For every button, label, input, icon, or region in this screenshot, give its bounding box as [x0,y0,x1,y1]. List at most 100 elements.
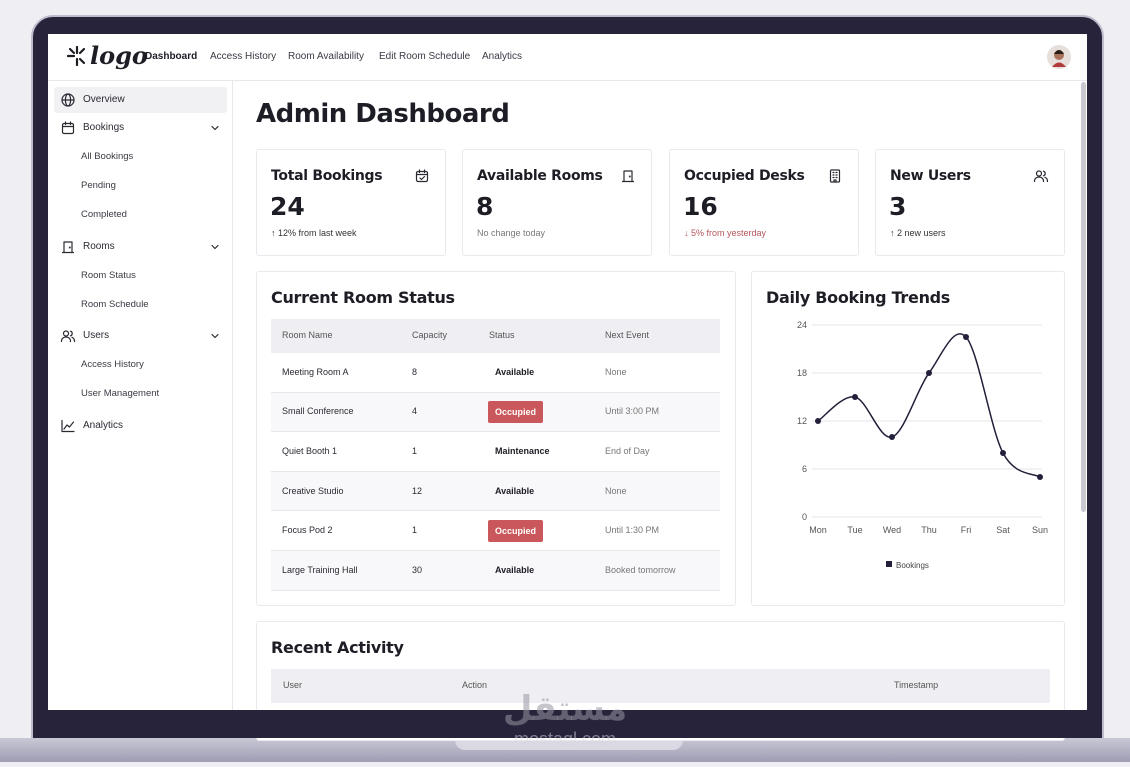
avatar[interactable] [1047,45,1071,69]
status-text: Available [495,485,535,496]
column-header: User [283,680,303,690]
y-tick-label: 12 [797,416,807,426]
sidebar-subitem[interactable]: All Bookings [81,151,134,162]
table-cell: Booked tomorrow [605,564,676,575]
table-header-bg [271,319,720,353]
stat-card [669,149,859,256]
x-tick-label: Fri [961,525,972,535]
column-header: Capacity [412,330,448,340]
sidebar-subitem[interactable]: Pending [81,180,116,191]
data-point [889,434,895,440]
status-text: Available [495,366,535,377]
chart: 0 6 12 18 24 Mon Tue Wed Thu Fri Sat Sun Bookings [797,320,1048,570]
x-tick-label: Sat [996,525,1010,535]
table-cell: 12 [412,485,423,496]
data-point [1037,474,1043,480]
sidebar-item[interactable]: Overview [83,94,125,105]
stat-icon [415,169,429,183]
data-point [815,418,821,424]
table-cell: Focus Pod 2 [282,525,333,536]
nav-item[interactable]: Dashboard [145,51,198,62]
watermark-latin: mostaql.com [513,729,617,749]
scrollbar-thumb [1081,82,1086,512]
sidebar-subitem[interactable]: Completed [81,209,127,220]
y-tick-label: 24 [797,320,807,330]
table-cell: None [605,366,627,377]
chart-panel [751,271,1065,606]
stat-card [462,149,652,256]
table-cell: End of Day [605,446,650,456]
legend-label: Bookings [896,561,929,570]
nav-item[interactable]: Room Availability [288,51,364,62]
stat-note: ↑ 12% from last week [271,228,357,238]
sidebar-border [232,81,233,710]
column-header: Room Name [282,330,333,340]
sidebar-item[interactable]: Rooms [83,241,115,252]
status-badge: Occupied [488,401,544,424]
nav-item[interactable]: Access History [210,51,277,62]
stat-title: New Users [890,168,971,184]
table-cell: 1 [412,446,418,456]
column-header: Timestamp [894,680,939,690]
table-cell: Large Training Hall [282,564,358,575]
status-text: Available [495,564,535,575]
table-cell: 30 [412,564,423,575]
chart-title: Daily Booking Trends [766,288,951,307]
table-cell: Small Conference [282,406,354,417]
table-cell: 4 [412,406,418,417]
data-point [926,370,932,376]
logo-mark [66,45,86,67]
table-cell: 1 [412,525,418,536]
table-cell: Quiet Booth 1 [282,446,338,456]
table-row [271,353,720,393]
x-tick-label: Thu [921,525,937,535]
legend-swatch [886,561,892,567]
table-header-bg [271,669,1050,703]
y-tick-label: 0 [802,512,807,522]
sidebar-active-bg [54,87,227,113]
y-tick-label: 18 [797,368,807,378]
sidebar-icon [60,330,76,343]
sidebar-subitem[interactable]: User Management [81,388,160,399]
table-cell: 8 [412,366,418,377]
table-row [271,551,720,591]
stat-value: 8 [476,192,494,221]
status-badge: Occupied [488,520,544,543]
nav-item[interactable]: Edit Room Schedule [379,51,471,62]
column-header: Status [489,330,515,340]
stat-value: 3 [889,192,907,221]
watermark-arabic: مستقل [502,689,628,729]
sidebar-item[interactable]: Users [83,330,110,341]
stat-note: ↑ 2 new users [890,228,946,238]
laptop-notch [455,738,683,750]
sidebar-subitem[interactable]: Room Schedule [81,299,149,310]
page-title: Admin Dashboard [256,99,510,129]
stat-title: Available Rooms [477,168,603,184]
stat-value: 16 [683,192,718,221]
table-cell: Meeting Room A [282,366,349,377]
sidebar-icon [61,93,75,107]
column-header: Next Event [605,330,650,340]
sidebar-item[interactable]: Bookings [83,122,125,133]
sidebar-subitem[interactable]: Access History [81,359,144,370]
stat-card [875,149,1065,256]
logo-text: logo [90,41,148,70]
stat-icon [621,170,635,183]
table-cell: Until 3:00 PM [605,406,660,417]
x-tick-label: Mon [809,525,827,535]
nav-item[interactable]: Analytics [482,51,523,62]
table-row [271,471,720,512]
sidebar-item[interactable]: Analytics [83,420,124,431]
chevron [211,125,219,131]
status-text: Maintenance [495,446,550,456]
x-tick-label: Wed [883,525,901,535]
sidebar-icon [61,419,75,433]
chevron [211,333,219,339]
panel-title: Recent Activity [271,638,404,657]
x-tick-label: Tue [847,525,862,535]
header-border [48,80,1087,81]
sidebar-icon [61,121,75,135]
sidebar-subitem[interactable]: Room Status [81,270,136,281]
panel-title: Current Room Status [271,288,455,307]
